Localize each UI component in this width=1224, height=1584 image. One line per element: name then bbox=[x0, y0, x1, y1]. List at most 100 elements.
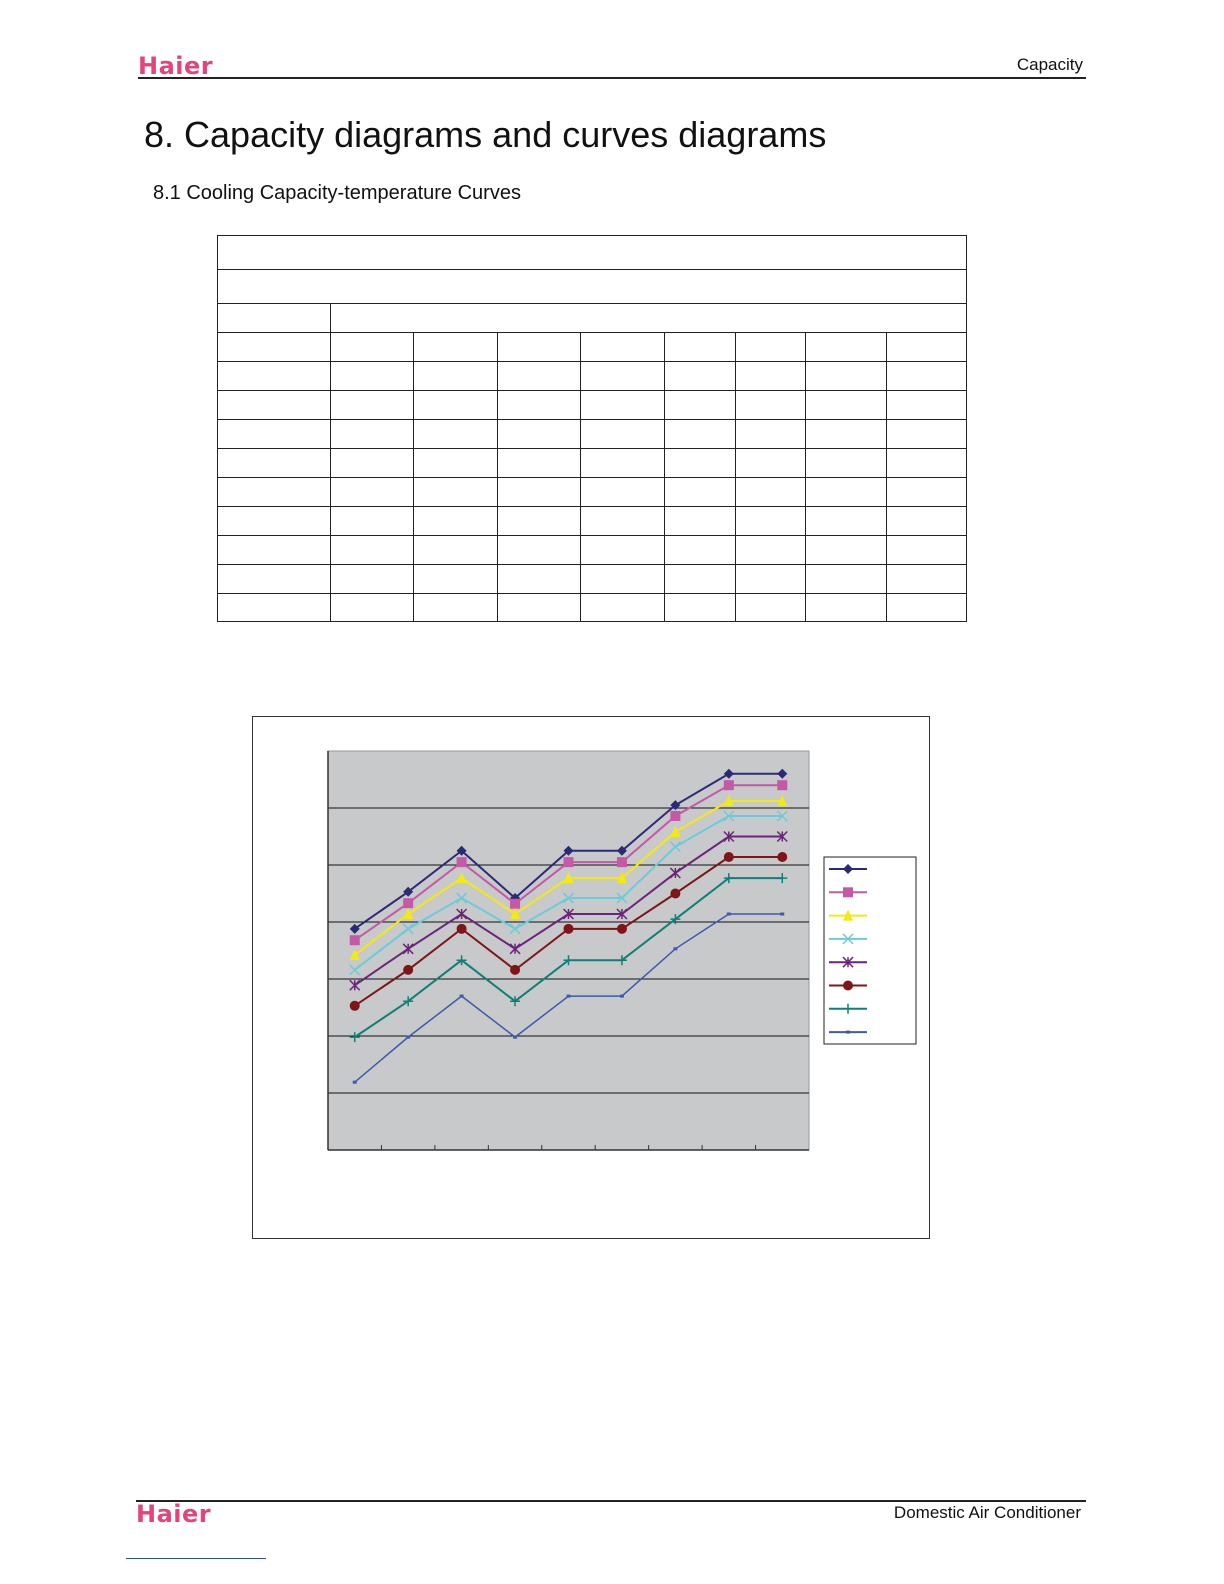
data-point bbox=[616, 892, 628, 904]
legend-marker-icon bbox=[842, 956, 854, 968]
table-cell bbox=[330, 390, 414, 420]
table-row bbox=[217, 361, 967, 391]
table-cell bbox=[805, 361, 887, 391]
table-cell bbox=[497, 390, 581, 420]
table-cell bbox=[580, 535, 665, 565]
table-cell bbox=[735, 564, 806, 594]
data-point bbox=[776, 810, 788, 822]
data-point bbox=[456, 872, 467, 884]
data-point bbox=[670, 810, 681, 821]
table-cell bbox=[735, 448, 806, 478]
table-row bbox=[217, 269, 967, 304]
footer-text: Domestic Air Conditioner bbox=[893, 1503, 1081, 1522]
data-point bbox=[723, 810, 735, 822]
table-cell bbox=[330, 564, 414, 594]
table-cell bbox=[664, 332, 736, 362]
footer-link-line bbox=[126, 1558, 266, 1559]
table-row bbox=[217, 303, 967, 333]
legend-marker-icon bbox=[846, 1030, 850, 1034]
table-cell bbox=[330, 477, 414, 507]
table-cell bbox=[217, 535, 331, 565]
legend-marker-icon bbox=[843, 864, 853, 874]
data-point bbox=[456, 923, 467, 934]
table-row bbox=[217, 535, 967, 565]
data-point bbox=[563, 923, 574, 934]
table-cell bbox=[580, 361, 665, 391]
table-cell bbox=[886, 535, 967, 565]
table-cell bbox=[664, 419, 736, 449]
table-cell bbox=[664, 361, 736, 391]
table-cell bbox=[664, 448, 736, 478]
table-cell bbox=[664, 390, 736, 420]
legend-marker-icon bbox=[843, 909, 853, 921]
data-point bbox=[456, 892, 468, 904]
table-cell bbox=[330, 361, 414, 391]
table-cell bbox=[580, 506, 665, 536]
table-cell bbox=[664, 564, 736, 594]
data-point bbox=[723, 780, 734, 791]
data-point bbox=[456, 845, 467, 856]
capacity-table bbox=[217, 235, 967, 622]
plot-area bbox=[327, 750, 810, 1151]
data-point bbox=[777, 768, 788, 779]
table-cell bbox=[497, 419, 581, 449]
table-cell bbox=[735, 535, 806, 565]
data-point bbox=[352, 1080, 357, 1084]
data-point bbox=[509, 923, 521, 935]
table-cell bbox=[735, 506, 806, 536]
data-point bbox=[670, 914, 681, 925]
table-cell bbox=[330, 303, 967, 333]
table-cell bbox=[805, 593, 887, 622]
legend-marker-icon bbox=[843, 887, 853, 898]
table-cell bbox=[580, 332, 665, 362]
table-cell bbox=[413, 564, 498, 594]
data-point bbox=[723, 873, 734, 884]
data-point bbox=[456, 908, 468, 920]
data-point bbox=[669, 867, 681, 879]
table-cell bbox=[217, 235, 967, 270]
table-cell bbox=[497, 332, 581, 362]
data-point bbox=[670, 800, 681, 811]
data-point bbox=[619, 994, 624, 998]
table-cell bbox=[217, 361, 331, 391]
table-cell bbox=[497, 477, 581, 507]
data-point bbox=[616, 908, 628, 920]
data-point bbox=[349, 979, 361, 991]
data-point bbox=[776, 830, 788, 843]
data-point bbox=[562, 892, 575, 904]
table-cell bbox=[330, 535, 414, 565]
data-point bbox=[349, 964, 361, 976]
data-point bbox=[402, 923, 414, 935]
data-point bbox=[723, 830, 735, 843]
data-point bbox=[777, 780, 788, 791]
table-cell bbox=[217, 332, 331, 362]
legend-marker-icon bbox=[843, 980, 853, 991]
data-point bbox=[456, 857, 467, 868]
data-point bbox=[670, 825, 681, 837]
table-cell bbox=[805, 477, 887, 507]
table-row bbox=[217, 332, 967, 362]
table-cell bbox=[217, 477, 331, 507]
data-point bbox=[349, 1000, 360, 1011]
data-point bbox=[513, 1035, 518, 1039]
data-point bbox=[403, 886, 414, 897]
data-point bbox=[510, 964, 521, 975]
table-cell bbox=[735, 390, 806, 420]
data-point bbox=[726, 912, 731, 916]
table-cell bbox=[735, 477, 806, 507]
data-point bbox=[777, 795, 788, 807]
table-row bbox=[217, 390, 967, 420]
table-cell bbox=[886, 390, 967, 420]
table-cell bbox=[805, 419, 887, 449]
table-cell bbox=[413, 448, 498, 478]
data-point bbox=[616, 955, 627, 966]
table-cell bbox=[735, 593, 806, 622]
data-point bbox=[402, 943, 414, 955]
data-point bbox=[723, 768, 734, 779]
table-cell bbox=[664, 535, 736, 565]
table-cell bbox=[413, 477, 498, 507]
data-point bbox=[349, 923, 360, 934]
table-cell bbox=[217, 448, 331, 478]
legend-box bbox=[823, 856, 917, 1045]
